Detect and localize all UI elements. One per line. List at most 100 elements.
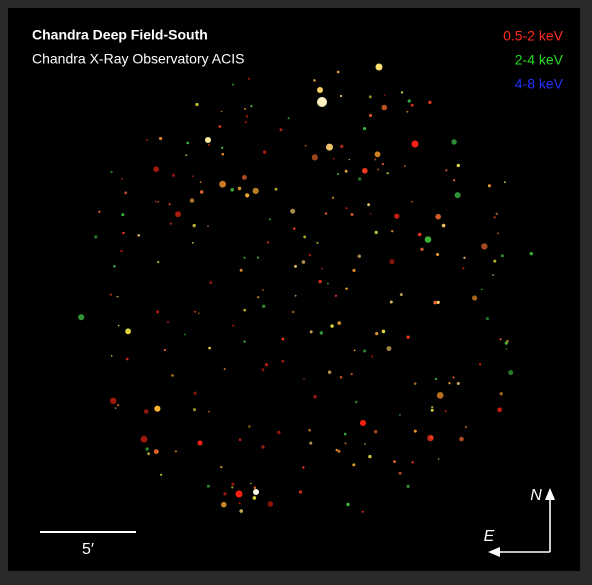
source — [186, 142, 189, 145]
source — [345, 207, 347, 209]
source — [369, 114, 372, 117]
source — [220, 466, 222, 468]
source — [404, 165, 406, 167]
source — [288, 117, 290, 119]
source — [399, 414, 401, 416]
source — [340, 376, 343, 379]
source — [157, 201, 159, 203]
source — [302, 260, 306, 264]
source — [257, 296, 259, 298]
subtitle: Chandra X-Ray Observatory ACIS — [32, 51, 244, 67]
bright-source — [376, 64, 383, 71]
north-label: N — [530, 487, 542, 504]
source — [328, 371, 331, 374]
source — [313, 395, 316, 398]
source — [120, 250, 122, 252]
source — [111, 171, 113, 173]
source — [262, 368, 265, 371]
source — [281, 360, 284, 363]
title: Chandra Deep Field-South — [32, 27, 208, 43]
source — [146, 139, 148, 141]
source — [414, 430, 417, 433]
source — [465, 426, 467, 428]
source — [200, 181, 202, 183]
source — [457, 164, 460, 167]
source — [337, 450, 340, 453]
source — [257, 257, 259, 259]
source — [78, 314, 84, 320]
source — [377, 169, 379, 171]
source — [232, 84, 234, 86]
source — [137, 234, 140, 237]
source — [221, 111, 223, 113]
source — [408, 99, 411, 102]
source — [175, 450, 177, 452]
source — [352, 269, 355, 272]
source — [184, 334, 186, 336]
source — [332, 197, 334, 199]
source — [200, 190, 203, 193]
source — [390, 301, 393, 304]
source — [492, 274, 494, 276]
source — [382, 330, 386, 334]
source — [245, 121, 247, 123]
bright-source — [205, 137, 211, 143]
source — [253, 188, 259, 194]
source — [370, 213, 372, 215]
source — [387, 172, 389, 174]
source — [316, 242, 318, 244]
source — [375, 231, 378, 234]
source — [506, 340, 509, 343]
source — [382, 163, 384, 165]
source — [244, 108, 246, 110]
source — [219, 181, 226, 188]
source — [407, 336, 410, 339]
source — [110, 398, 116, 404]
bright-source — [360, 420, 366, 426]
source — [428, 101, 431, 104]
source — [231, 486, 233, 488]
source — [193, 224, 196, 227]
source — [299, 490, 302, 493]
source — [254, 486, 257, 489]
source — [192, 175, 194, 177]
source — [194, 311, 196, 313]
source — [425, 236, 432, 243]
source — [327, 283, 329, 285]
source — [326, 144, 333, 151]
source — [445, 169, 447, 171]
source — [230, 188, 234, 192]
source — [501, 254, 504, 257]
source — [375, 332, 378, 335]
page: Chandra Deep Field-South Chandra X-Ray O… — [0, 0, 592, 585]
source — [400, 293, 403, 296]
source — [309, 254, 312, 257]
source — [436, 253, 439, 256]
image-frame: Chandra Deep Field-South Chandra X-Ray O… — [0, 0, 592, 585]
source — [437, 301, 440, 304]
source — [374, 159, 376, 161]
source — [363, 350, 366, 353]
source — [418, 233, 421, 236]
source — [169, 203, 171, 205]
source — [111, 355, 113, 357]
source — [122, 232, 124, 234]
source — [124, 191, 127, 194]
source — [351, 373, 353, 375]
source — [277, 431, 280, 434]
source — [337, 173, 339, 175]
bright-source — [198, 441, 203, 446]
source — [294, 265, 297, 268]
source — [497, 232, 499, 234]
source — [431, 406, 433, 408]
legend-label: 0.5-2 keV — [503, 28, 564, 44]
source — [279, 128, 282, 131]
source — [344, 433, 347, 436]
source — [117, 296, 119, 298]
source — [496, 213, 498, 215]
source — [368, 455, 371, 458]
source — [345, 288, 347, 290]
legend-label: 2-4 keV — [515, 52, 564, 68]
source — [309, 442, 312, 445]
source — [193, 408, 196, 411]
